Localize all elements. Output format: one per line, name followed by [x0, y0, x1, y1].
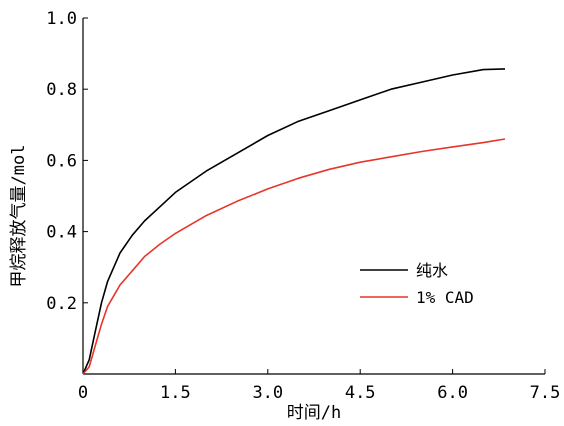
- chart-series-lines: [82, 68, 506, 375]
- x-tick-label: 6.0: [437, 383, 468, 403]
- y-tick-label: 0.4: [46, 223, 77, 243]
- legend-label-1: 1% CAD: [416, 288, 474, 307]
- chart-ticks: 0 1.5 3.0 4.5 6.0 7.5 0.2 0.4 0.6 0.8 1.0: [46, 9, 560, 403]
- x-tick-label: 1.5: [160, 383, 191, 403]
- y-tick-label: 0.8: [46, 80, 77, 100]
- chart-legend: 纯水 1% CAD: [360, 261, 474, 307]
- x-axis-label: 时间/h: [287, 403, 341, 423]
- x-tick-label: 4.5: [345, 383, 376, 403]
- y-tick-label: 1.0: [46, 9, 77, 29]
- legend-label-0: 纯水: [416, 261, 448, 280]
- chart-axes: [82, 18, 545, 375]
- x-tick-label: 3.0: [252, 383, 283, 403]
- series-line-1: [82, 138, 506, 375]
- y-tick-label: 0.2: [46, 294, 77, 314]
- x-tick-label: 0: [78, 383, 88, 403]
- y-axis-label: 甲烷释放气量/mol: [9, 145, 29, 288]
- x-tick-label: 7.5: [530, 383, 561, 403]
- y-tick-label: 0.6: [46, 151, 77, 171]
- series-line-0: [82, 68, 506, 375]
